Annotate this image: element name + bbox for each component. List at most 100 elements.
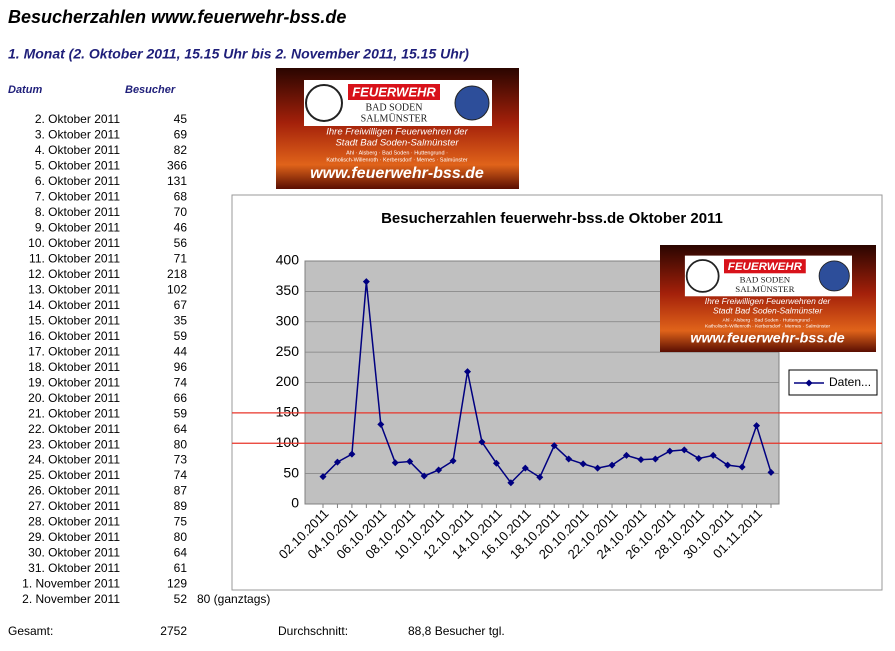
logo-places: Katholisch-Willenroth · Kerbersdorf · Me… (705, 324, 830, 330)
legend-label: Daten... (829, 375, 871, 389)
visitor-count: 59 (174, 329, 188, 343)
visitor-count: 59 (174, 406, 188, 420)
data-point (536, 473, 544, 481)
logo-tagline: Ihre Freiwilligen Feuerwehren der (705, 296, 832, 306)
date: 30. Oktober 2011 (28, 546, 120, 560)
visitor-count: 64 (174, 546, 188, 560)
y-tick-label: 400 (276, 252, 300, 268)
visitor-count: 74 (174, 468, 188, 482)
date: 20. Oktober 2011 (28, 391, 120, 405)
date: 7. Oktober 2011 (35, 190, 120, 204)
y-tick-label: 200 (276, 373, 300, 389)
visitor-count: 69 (174, 128, 188, 142)
brand-banner (724, 259, 806, 274)
data-point (666, 447, 674, 455)
visitor-count: 35 (174, 313, 188, 327)
visitor-count: 82 (174, 143, 188, 157)
data-point (507, 479, 515, 487)
data-point (391, 459, 399, 467)
data-point (348, 450, 356, 458)
crest (305, 84, 343, 122)
date: 13. Oktober 2011 (28, 282, 120, 296)
date: 27. Oktober 2011 (28, 499, 120, 513)
visitor-count: 129 (167, 577, 187, 591)
date: 10. Oktober 2011 (28, 236, 120, 250)
date: 31. Oktober 2011 (28, 561, 120, 575)
data-point (550, 442, 558, 450)
date: 2. Oktober 2011 (35, 112, 120, 126)
visitor-count: 75 (174, 515, 188, 529)
subtitle: 1. Monat (2. Oktober 2011, 15.15 Uhr bis… (8, 46, 469, 62)
date: 1. November 2011 (22, 577, 120, 591)
date: 15. Oktober 2011 (28, 313, 120, 327)
visitor-count: 218 (167, 267, 187, 281)
column-header: Datum (8, 84, 42, 96)
date: 8. Oktober 2011 (35, 205, 120, 219)
brand-banner (348, 84, 440, 100)
data-point (753, 422, 761, 430)
data-point (521, 464, 529, 472)
logo-places: Katholisch-Willenroth · Kerbersdorf · Me… (326, 157, 467, 163)
legend-marker (805, 379, 813, 387)
visitor-count: 44 (174, 344, 188, 358)
date: 29. Oktober 2011 (28, 530, 120, 544)
data-point (709, 451, 717, 459)
date: 11. Oktober 2011 (29, 251, 120, 265)
total-label: Gesamt: (8, 624, 53, 638)
visitor-count: 66 (174, 391, 188, 405)
data-point (377, 420, 385, 428)
data-point (435, 466, 443, 474)
visitor-count: 52 (174, 592, 188, 606)
data-point (449, 457, 457, 465)
visitor-count: 73 (174, 453, 188, 467)
y-tick-label: 50 (283, 464, 299, 480)
data-point (594, 464, 602, 472)
average: 88,8 Besucher tgl. (408, 624, 505, 638)
note: 80 (ganztags) (197, 592, 270, 606)
data-point (565, 455, 573, 463)
data-point (724, 461, 732, 469)
data-point (492, 459, 500, 467)
data-point (406, 457, 414, 465)
data-point (622, 451, 630, 459)
date: 14. Oktober 2011 (28, 298, 120, 312)
logo-brand: FEUERWEHR (352, 84, 436, 99)
visitor-count: 87 (174, 484, 188, 498)
y-tick-label: 100 (276, 434, 300, 450)
visitor-count: 80 (174, 530, 188, 544)
date: 26. Oktober 2011 (28, 484, 120, 498)
date: 16. Oktober 2011 (28, 329, 120, 343)
chart-title: Besucherzahlen feuerwehr-bss.de Oktober … (381, 210, 723, 227)
logo-url: www.feuerwehr-bss.de (690, 331, 844, 347)
data-point (464, 368, 472, 376)
date: 24. Oktober 2011 (28, 453, 120, 467)
data-point (319, 473, 327, 481)
column-header: Besucher (125, 84, 176, 96)
logo-tagline: Ihre Freiwilligen Feuerwehren der (326, 127, 468, 138)
data-point (637, 456, 645, 464)
crest (818, 260, 850, 292)
date: 3. Oktober 2011 (35, 128, 120, 142)
crest (685, 259, 720, 293)
data-point (738, 463, 746, 471)
y-tick-label: 250 (276, 343, 300, 359)
page-title: Besucherzahlen www.feuerwehr-bss.de (8, 7, 346, 27)
logo-town: SALMÜNSTER (735, 284, 794, 294)
date: 25. Oktober 2011 (28, 468, 120, 482)
data-point (695, 454, 703, 462)
visitor-count: 61 (174, 561, 188, 575)
visitor-count: 46 (174, 221, 188, 235)
visitor-count: 71 (174, 251, 188, 265)
logo-town: BAD SODEN (740, 274, 791, 284)
visitor-count: 45 (174, 112, 188, 126)
date: 17. Oktober 2011 (28, 344, 120, 358)
logo-town: BAD SODEN (366, 102, 423, 113)
data-point (478, 438, 486, 446)
logo-town: SALMÜNSTER (361, 112, 428, 124)
visitor-count: 56 (174, 236, 188, 250)
y-tick-label: 150 (276, 404, 300, 420)
date: 23. Oktober 2011 (28, 437, 120, 451)
visitor-count: 102 (167, 282, 187, 296)
